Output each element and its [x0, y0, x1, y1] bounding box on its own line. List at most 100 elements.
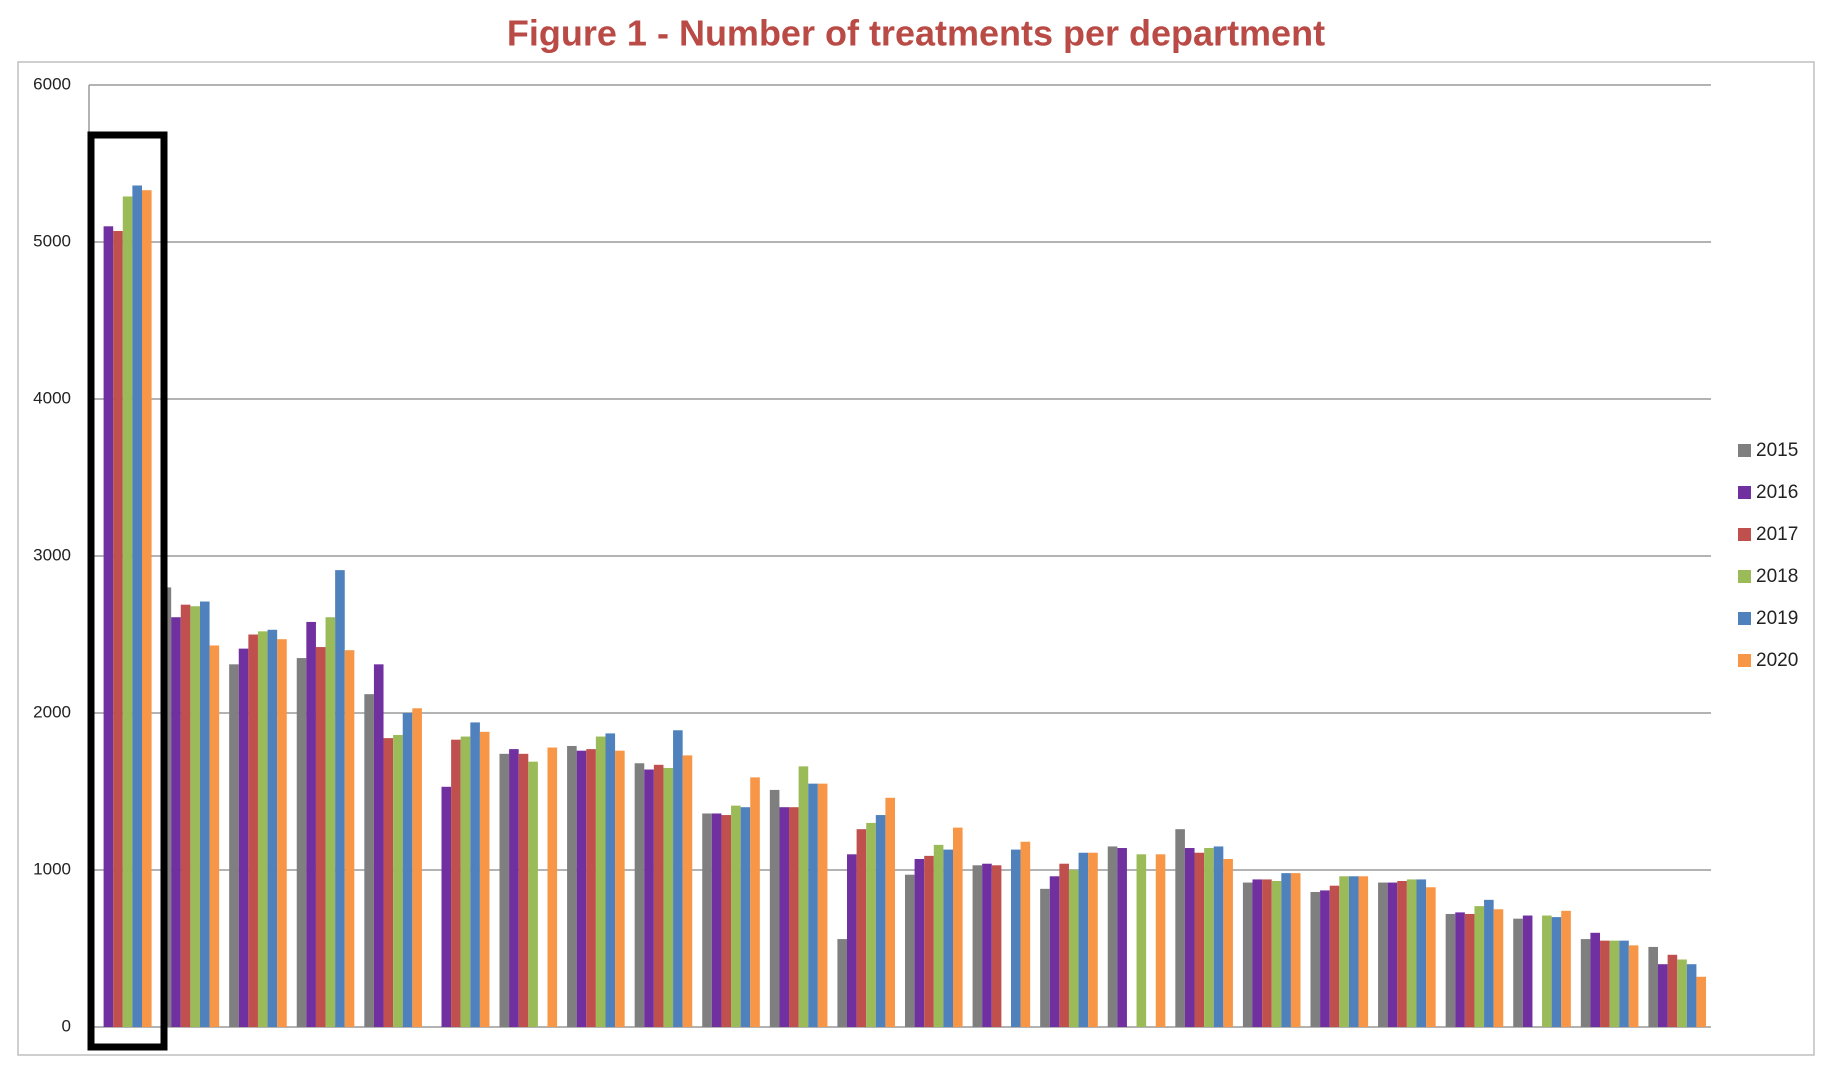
bar: [1484, 899, 1494, 1027]
bar: [1107, 846, 1118, 1027]
bar: [248, 634, 258, 1027]
bar: [402, 713, 413, 1027]
bar: [711, 813, 722, 1027]
bar: [190, 606, 200, 1027]
bar: [1068, 870, 1079, 1027]
bar: [229, 664, 239, 1027]
bar: [1513, 918, 1523, 1027]
bar: [344, 650, 355, 1027]
bar: [952, 827, 963, 1027]
y-tick-label: 0: [62, 1016, 71, 1035]
bar: [306, 621, 316, 1027]
legend-swatch: [1738, 570, 1751, 583]
bar: [943, 849, 953, 1027]
bar: [412, 708, 422, 1027]
bar: [1648, 946, 1659, 1027]
bar: [1290, 873, 1301, 1027]
highlight-box: [87, 131, 168, 1051]
bar: [1194, 852, 1205, 1027]
bar: [1590, 932, 1601, 1027]
bar: [1175, 829, 1185, 1027]
bar: [373, 664, 384, 1027]
bar: [1474, 906, 1485, 1027]
bar: [856, 829, 867, 1027]
bar: [875, 815, 886, 1027]
bar: [1204, 848, 1214, 1027]
bar: [499, 753, 510, 1027]
bar: [1580, 939, 1591, 1027]
chart-title: Figure 1 - Number of treatments per depa…: [507, 13, 1325, 54]
bar: [209, 645, 220, 1027]
bar: [1416, 879, 1427, 1027]
y-tick-label: 3000: [33, 545, 71, 564]
bar: [1677, 959, 1687, 1027]
bar: [470, 722, 480, 1027]
bar: [1378, 882, 1388, 1027]
bar: [1223, 859, 1233, 1027]
bar: [798, 766, 809, 1027]
bar: [547, 747, 558, 1027]
bar: [1049, 876, 1060, 1027]
bar: [576, 750, 587, 1027]
y-tick-label: 1000: [33, 859, 71, 878]
bar: [1155, 854, 1166, 1027]
bar: [1406, 879, 1417, 1027]
legend-swatch: [1738, 612, 1751, 625]
bar: [1339, 876, 1349, 1027]
bar: [1455, 912, 1465, 1027]
bar: [847, 854, 857, 1027]
bar: [1522, 915, 1533, 1027]
bar: [779, 807, 790, 1027]
bar: [1696, 976, 1707, 1027]
bar: [682, 755, 693, 1027]
bar: [528, 761, 538, 1027]
bar: [595, 736, 606, 1027]
bar: [364, 694, 374, 1027]
bar: [866, 822, 876, 1027]
bar: [103, 226, 114, 1028]
bar: [1184, 848, 1195, 1027]
bar: [257, 631, 268, 1027]
bar: [509, 749, 519, 1027]
bar: [199, 601, 210, 1027]
bar: [1281, 873, 1291, 1027]
bar: [180, 604, 191, 1027]
bar: [1310, 891, 1321, 1027]
bar: [605, 733, 616, 1027]
bar: [1464, 913, 1475, 1027]
bar: [1658, 964, 1668, 1027]
bar: [1252, 879, 1263, 1027]
bar: [1020, 841, 1031, 1027]
bar: [933, 844, 944, 1027]
bar: [325, 617, 336, 1027]
bar: [653, 764, 664, 1027]
bar: [1320, 890, 1330, 1027]
bar: [634, 763, 645, 1027]
bar: [789, 807, 799, 1027]
bar: [885, 797, 896, 1027]
legend-swatch: [1738, 528, 1751, 541]
bar: [663, 767, 674, 1027]
bar: [1358, 876, 1369, 1027]
bar: [972, 865, 983, 1027]
bar: [1445, 913, 1456, 1027]
legend-label: 2019: [1756, 608, 1798, 629]
bar: [335, 570, 345, 1027]
legend-label: 2016: [1756, 482, 1798, 503]
bar: [277, 639, 287, 1027]
bar: [1078, 852, 1089, 1027]
y-tick-label: 4000: [33, 388, 71, 407]
y-tick-label: 6000: [33, 74, 71, 93]
bar: [1628, 945, 1639, 1027]
legend-label: 2015: [1756, 440, 1798, 461]
y-tick-label: 5000: [33, 231, 71, 250]
bar: [1387, 882, 1398, 1027]
bar: [122, 196, 133, 1028]
chart-border: [17, 61, 1815, 1056]
legend-label: 2017: [1756, 524, 1798, 545]
bar: [238, 648, 249, 1027]
bar: [132, 185, 142, 1028]
bar: [904, 874, 915, 1027]
bar: [1426, 887, 1436, 1027]
